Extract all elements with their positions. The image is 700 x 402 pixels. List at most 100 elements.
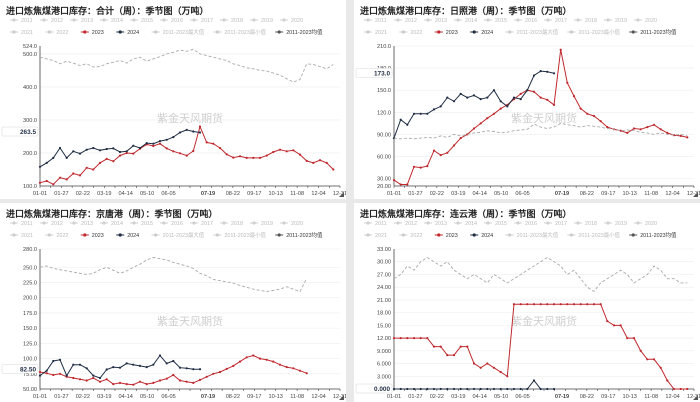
data-point-2023	[218, 370, 222, 374]
y-tick-label: 9.000	[377, 349, 391, 355]
legend-2011-2023最小值-marker	[215, 233, 219, 237]
data-point-2023	[532, 90, 536, 93]
data-point-2024	[459, 387, 462, 391]
legend-marker-2020	[636, 18, 640, 22]
data-point-2024	[466, 96, 469, 99]
y-tick-label: 100.0	[23, 357, 37, 363]
data-point-2023	[238, 360, 242, 363]
y-tick-label: 400.0	[23, 85, 37, 91]
data-point-2023	[546, 98, 549, 101]
data-point-2024	[526, 89, 529, 92]
data-point-2024	[486, 387, 489, 391]
legend-marker-2013	[72, 18, 76, 22]
resize-handle-icon[interactable]	[339, 192, 344, 197]
x-tick-label: 10-13	[269, 191, 283, 197]
data-point-2023	[666, 379, 669, 382]
data-point-2024	[499, 100, 502, 103]
data-point-2024	[58, 358, 62, 361]
data-point-2024	[539, 387, 542, 391]
x-tick-label-highlight: 07-19	[555, 394, 569, 400]
legend-label-2015: 2015	[141, 221, 153, 227]
y-tick-label: 175.0	[23, 311, 37, 317]
watermark: 紫金天风期货	[511, 111, 577, 125]
legend-label-2016: 2016	[171, 221, 183, 227]
legend-label-2014: 2014	[465, 18, 477, 24]
data-point-2023	[572, 95, 576, 98]
data-point-2023	[652, 123, 656, 126]
legend-label-2013: 2013	[81, 221, 93, 227]
data-point-2023	[92, 376, 95, 380]
data-point-2024	[98, 149, 102, 152]
data-point-2024	[439, 105, 442, 108]
data-point-2023	[646, 358, 649, 361]
legend-label-2017: 2017	[201, 18, 213, 24]
data-point-2023	[626, 131, 629, 134]
data-point-2023	[639, 128, 642, 131]
y-tick-label: 18.00	[377, 311, 391, 317]
x-tick-label: 11-08	[290, 394, 304, 400]
data-point-2023	[472, 362, 476, 365]
data-point-2023	[212, 142, 215, 145]
data-point-2024	[426, 387, 429, 391]
data-point-2024	[546, 387, 549, 391]
legend-label-2012: 2012	[51, 221, 63, 227]
data-point-2023	[519, 92, 522, 95]
data-point-2024	[419, 112, 422, 115]
data-point-2024	[178, 366, 182, 369]
chart-title: 进口炼焦煤港口库存：日照港（周）：季节图（万吨）	[360, 7, 572, 17]
data-point-2023	[572, 303, 576, 306]
data-point-2024	[165, 362, 168, 365]
data-point-2023	[672, 387, 676, 391]
resize-handle-icon[interactable]	[339, 395, 344, 400]
data-point-2023	[245, 156, 248, 159]
data-point-2024	[125, 150, 128, 153]
data-point-2024	[432, 387, 436, 391]
legend-marker-2015	[132, 221, 136, 225]
chart-panel-total: 进口炼焦煤港口库存：合计（周）：季节图（万吨） 2011 2012 2013 2014…	[0, 0, 346, 199]
legend-marker-2013	[72, 221, 76, 225]
legend-marker-2011	[366, 221, 370, 225]
data-point-2024	[38, 165, 42, 168]
legend-label-2018: 2018	[585, 221, 597, 227]
data-point-2024	[185, 128, 188, 131]
data-point-2024	[439, 387, 442, 391]
data-point-2024	[52, 359, 55, 363]
legend-2021-marker	[12, 233, 16, 237]
legend-marker-2011	[12, 221, 16, 225]
data-point-2023	[499, 107, 502, 110]
data-point-2024	[172, 359, 175, 363]
data-point-2023	[272, 150, 275, 154]
data-point-2024	[499, 387, 502, 391]
data-point-2023	[612, 324, 616, 327]
resize-handle-icon[interactable]	[693, 395, 698, 400]
data-point-2024	[419, 387, 422, 391]
resize-handle-icon[interactable]	[693, 192, 698, 197]
x-tick-label: 08-22	[580, 191, 594, 197]
legend-label-2012: 2012	[405, 221, 417, 227]
chart-svg: 2011 2012 2013 2014 2015 2016 2017 2018 2019 2020…	[355, 18, 700, 197]
data-point-2023	[172, 373, 175, 377]
data-point-2024	[78, 363, 82, 366]
legend-2021-label: 2021	[375, 233, 387, 239]
data-point-2023	[185, 154, 188, 157]
legend-label-2014: 2014	[465, 221, 477, 227]
legend-marker-2014	[456, 18, 460, 22]
legend-label-2011: 2011	[21, 18, 33, 24]
data-point-2023	[519, 303, 522, 306]
x-tick-label: 11-08	[644, 191, 658, 197]
legend-2023-label: 2023	[92, 233, 104, 239]
legend-2011-2023最大值-label: 2011-2023最大值	[517, 231, 559, 239]
x-tick-label: 03-19	[97, 394, 111, 400]
data-point-2023	[512, 303, 516, 306]
data-point-2023	[332, 168, 335, 171]
y-tick-label: 75.00	[23, 372, 37, 378]
data-point-2023	[659, 366, 662, 369]
y-tick-label: 524.0	[23, 44, 37, 50]
y-tick-label: 27.00	[377, 272, 391, 278]
x-tick-label: 09-17	[247, 394, 261, 400]
legend-2022-label: 2022	[56, 30, 68, 36]
legend-marker-2014	[102, 18, 106, 22]
watermark: 紫金天风期货	[157, 314, 223, 328]
data-point-2023	[252, 354, 255, 357]
legend-2023-label: 2023	[446, 30, 458, 36]
